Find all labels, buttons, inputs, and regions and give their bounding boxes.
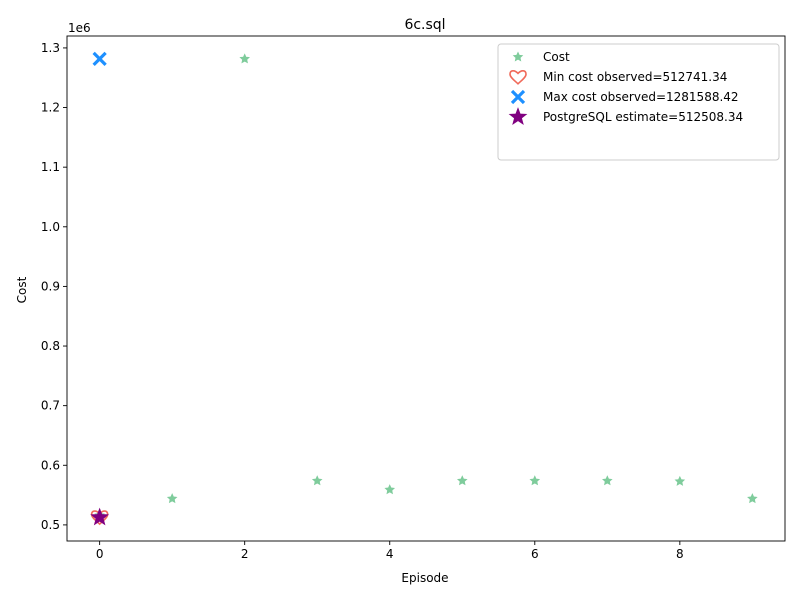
chart-title: 6c.sql (404, 17, 445, 33)
x-tick-label: 0 (96, 547, 104, 561)
plot-area: 0 2 4 6 8 0.5 0.6 0.7 0.8 0.9 1.0 1.1 1.2 1.3 (41, 35, 786, 561)
data-point (384, 484, 396, 495)
data-point (674, 475, 686, 486)
series-3 (90, 507, 110, 526)
y-offset-label: 1e6 (68, 21, 91, 35)
y-tick-label: 1.3 (41, 41, 60, 55)
x-tick-label: 4 (386, 547, 394, 561)
x-tick-label: 2 (241, 547, 249, 561)
data-point (239, 53, 250, 64)
legend-marker (510, 89, 526, 105)
x-axis-label: Episode (401, 571, 448, 585)
legend-label: PostgreSQL estimate=512508.34 (543, 110, 743, 124)
data-point (90, 507, 110, 526)
legend-label: Cost (543, 50, 570, 64)
y-tick-label: 1.1 (41, 160, 60, 174)
legend-label: Max cost observed=1281588.42 (543, 90, 739, 104)
x-tick-label: 6 (531, 547, 539, 561)
series-2 (92, 51, 107, 67)
data-point (529, 475, 541, 486)
legend-marker (512, 51, 524, 62)
data-point (311, 475, 323, 486)
y-tick-label: 0.9 (41, 279, 60, 293)
legend: Cost Min cost observed=512741.34 Max cost … (497, 43, 780, 161)
data-point (92, 51, 107, 67)
y-axis-label: Cost (15, 276, 29, 303)
data-point (602, 475, 613, 486)
y-tick-label: 0.8 (41, 339, 60, 353)
data-point (166, 493, 178, 504)
legend-box (497, 43, 780, 161)
legend-marker (508, 107, 528, 125)
data-point (747, 493, 758, 504)
y-tick-label: 0.5 (41, 518, 60, 532)
y-tick-label: 0.7 (41, 399, 60, 413)
y-tick-label: 1.2 (41, 101, 60, 115)
legend-marker (509, 70, 527, 85)
plot-frame (66, 35, 786, 542)
data-point (456, 475, 468, 486)
y-tick-label: 0.6 (41, 458, 60, 472)
legend-label: Min cost observed=512741.34 (543, 70, 727, 84)
x-tick-label: 8 (676, 547, 684, 561)
y-tick-label: 1.0 (41, 220, 60, 234)
